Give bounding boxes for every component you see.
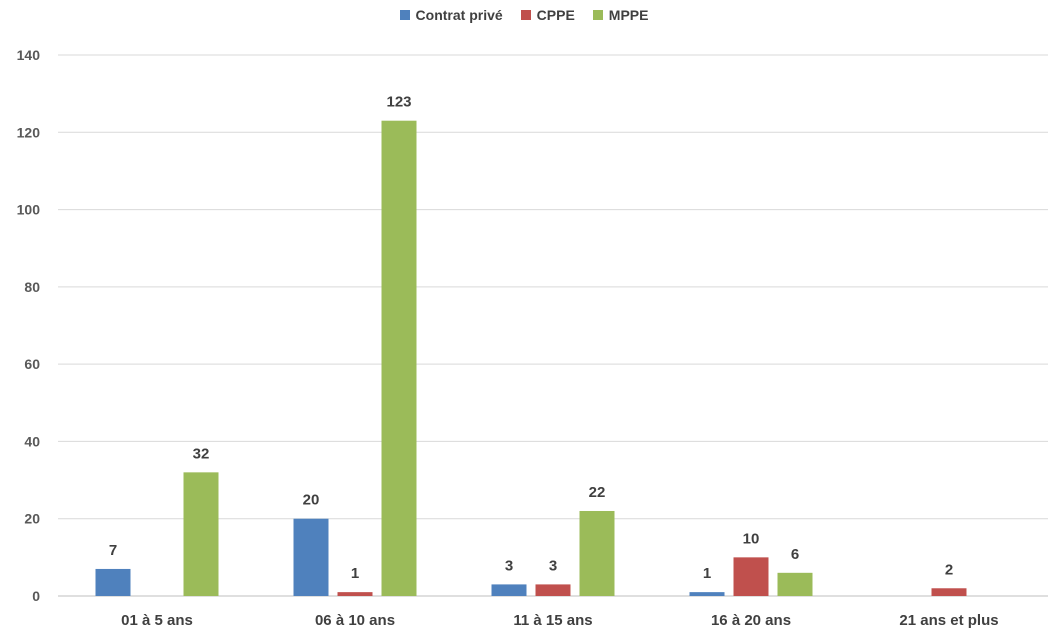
- legend-item-mppe: MPPE: [592, 7, 649, 23]
- bar-cppe-3: [733, 557, 769, 596]
- bar-contrat-priv--0: [95, 568, 131, 596]
- x-category-label: 01 à 5 ans: [121, 612, 193, 629]
- bar-cppe-2: [535, 584, 571, 596]
- legend-swatch-contrat-prive: [399, 10, 410, 20]
- data-labels: 7 32 20 1 123 3 3 22 1 10 6 2: [109, 94, 953, 582]
- y-tick-label: 40: [24, 433, 40, 449]
- data-label: 10: [743, 530, 760, 547]
- bar-mppe-1: [381, 120, 417, 596]
- legend-label-mppe: MPPE: [608, 7, 649, 23]
- data-label: 3: [549, 557, 557, 574]
- data-label: 7: [109, 542, 117, 559]
- legend-item-contrat-prive: Contrat privé: [399, 7, 503, 23]
- y-tick-label: 120: [17, 124, 41, 140]
- data-label: 123: [386, 94, 411, 111]
- data-label: 32: [193, 445, 210, 462]
- legend-label-contrat-prive: Contrat privé: [415, 7, 503, 23]
- x-category-label: 16 à 20 ans: [711, 612, 791, 629]
- legend: Contrat privé CPPE MPPE: [0, 7, 1048, 23]
- data-label: 1: [351, 565, 359, 582]
- y-tick-label: 100: [17, 202, 41, 218]
- bar-mppe-2: [579, 510, 615, 596]
- y-tick-label: 0: [32, 588, 40, 604]
- x-category-label: 21 ans et plus: [899, 612, 998, 629]
- data-label: 22: [589, 484, 606, 501]
- data-label: 6: [791, 546, 799, 563]
- legend-swatch-cppe: [520, 10, 531, 20]
- data-label: 20: [303, 492, 320, 509]
- bar-cppe-4: [931, 588, 967, 596]
- y-tick-label: 60: [24, 356, 40, 372]
- bar-contrat-priv--2: [491, 584, 527, 596]
- y-axis-ticks: 0 20 40 60 80 100 120 140: [17, 47, 41, 604]
- bar-contrat-priv--3: [689, 592, 725, 596]
- bars: [95, 120, 967, 596]
- data-label: 3: [505, 557, 513, 574]
- data-label: 1: [703, 565, 711, 582]
- y-tick-label: 80: [24, 279, 40, 295]
- bar-contrat-priv--1: [293, 518, 329, 596]
- data-label: 2: [945, 561, 953, 578]
- x-category-label: 11 à 15 ans: [513, 612, 592, 629]
- y-tick-label: 20: [24, 511, 40, 527]
- bar-mppe-0: [183, 472, 219, 596]
- y-tick-label: 140: [17, 47, 41, 63]
- legend-swatch-mppe: [592, 10, 603, 20]
- bar-mppe-3: [777, 572, 813, 596]
- x-category-label: 06 à 10 ans: [315, 612, 395, 629]
- gridlines: [58, 54, 1048, 597]
- bar-cppe-1: [337, 592, 373, 596]
- x-axis-categories: 01 à 5 ans 06 à 10 ans 11 à 15 ans 16 à 20 …: [121, 612, 998, 629]
- legend-item-cppe: CPPE: [520, 7, 575, 23]
- legend-label-cppe: CPPE: [536, 7, 575, 23]
